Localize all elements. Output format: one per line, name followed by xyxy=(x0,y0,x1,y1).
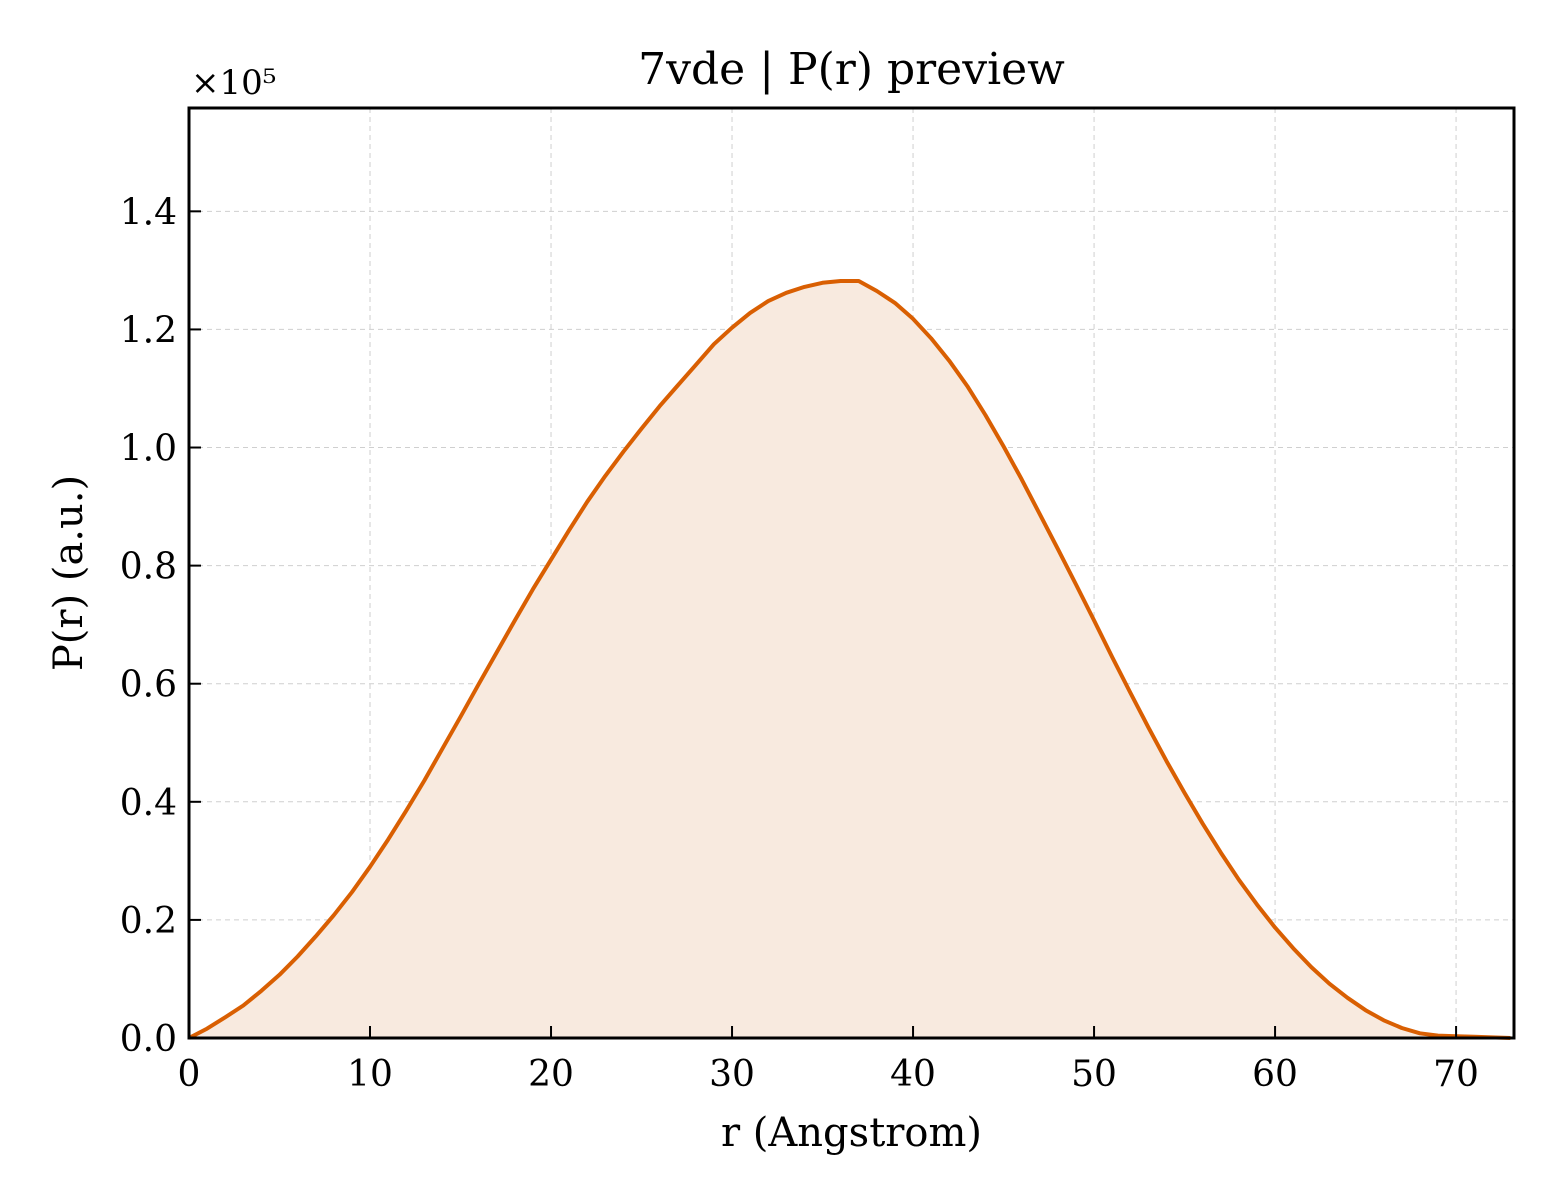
y-axis-label: P(r) (a.u.) xyxy=(46,475,92,671)
x-tick-label: 40 xyxy=(890,1054,936,1095)
tick-layer: 0 10 20 30 40 50 60 70 0.0 0.2 0.4 0.6 0.8 1.0 1.2 1.4 xyxy=(120,192,1479,1095)
x-tick-label: 60 xyxy=(1252,1054,1298,1095)
x-tick-label: 10 xyxy=(347,1054,393,1095)
y-tick-label: 0.0 xyxy=(120,1019,177,1060)
y-tick-label: 1.4 xyxy=(120,192,177,233)
y-tick-label: 0.6 xyxy=(120,665,177,706)
x-tick-label: 30 xyxy=(709,1054,755,1095)
plot-frame xyxy=(187,106,1516,1040)
y-tick-label: 1.0 xyxy=(120,429,177,470)
x-axis-label: r (Angstrom) xyxy=(721,1110,982,1156)
pr-area-fill xyxy=(189,281,1511,1038)
x-tick-label: 0 xyxy=(178,1054,201,1095)
y-tick-label: 0.2 xyxy=(120,901,177,942)
y-axis-multiplier: ×10⁵ xyxy=(191,63,276,103)
chart-title: 7vde | P(r) preview xyxy=(638,44,1065,95)
x-tick-label: 50 xyxy=(1071,1054,1117,1095)
x-tick-label: 70 xyxy=(1433,1054,1479,1095)
y-tick-label: 0.8 xyxy=(120,547,177,588)
y-tick-label: 1.2 xyxy=(120,310,177,351)
x-tick-label: 20 xyxy=(528,1054,574,1095)
pr-curve-line xyxy=(188,279,1511,1040)
y-tick-label: 0.4 xyxy=(120,783,177,824)
